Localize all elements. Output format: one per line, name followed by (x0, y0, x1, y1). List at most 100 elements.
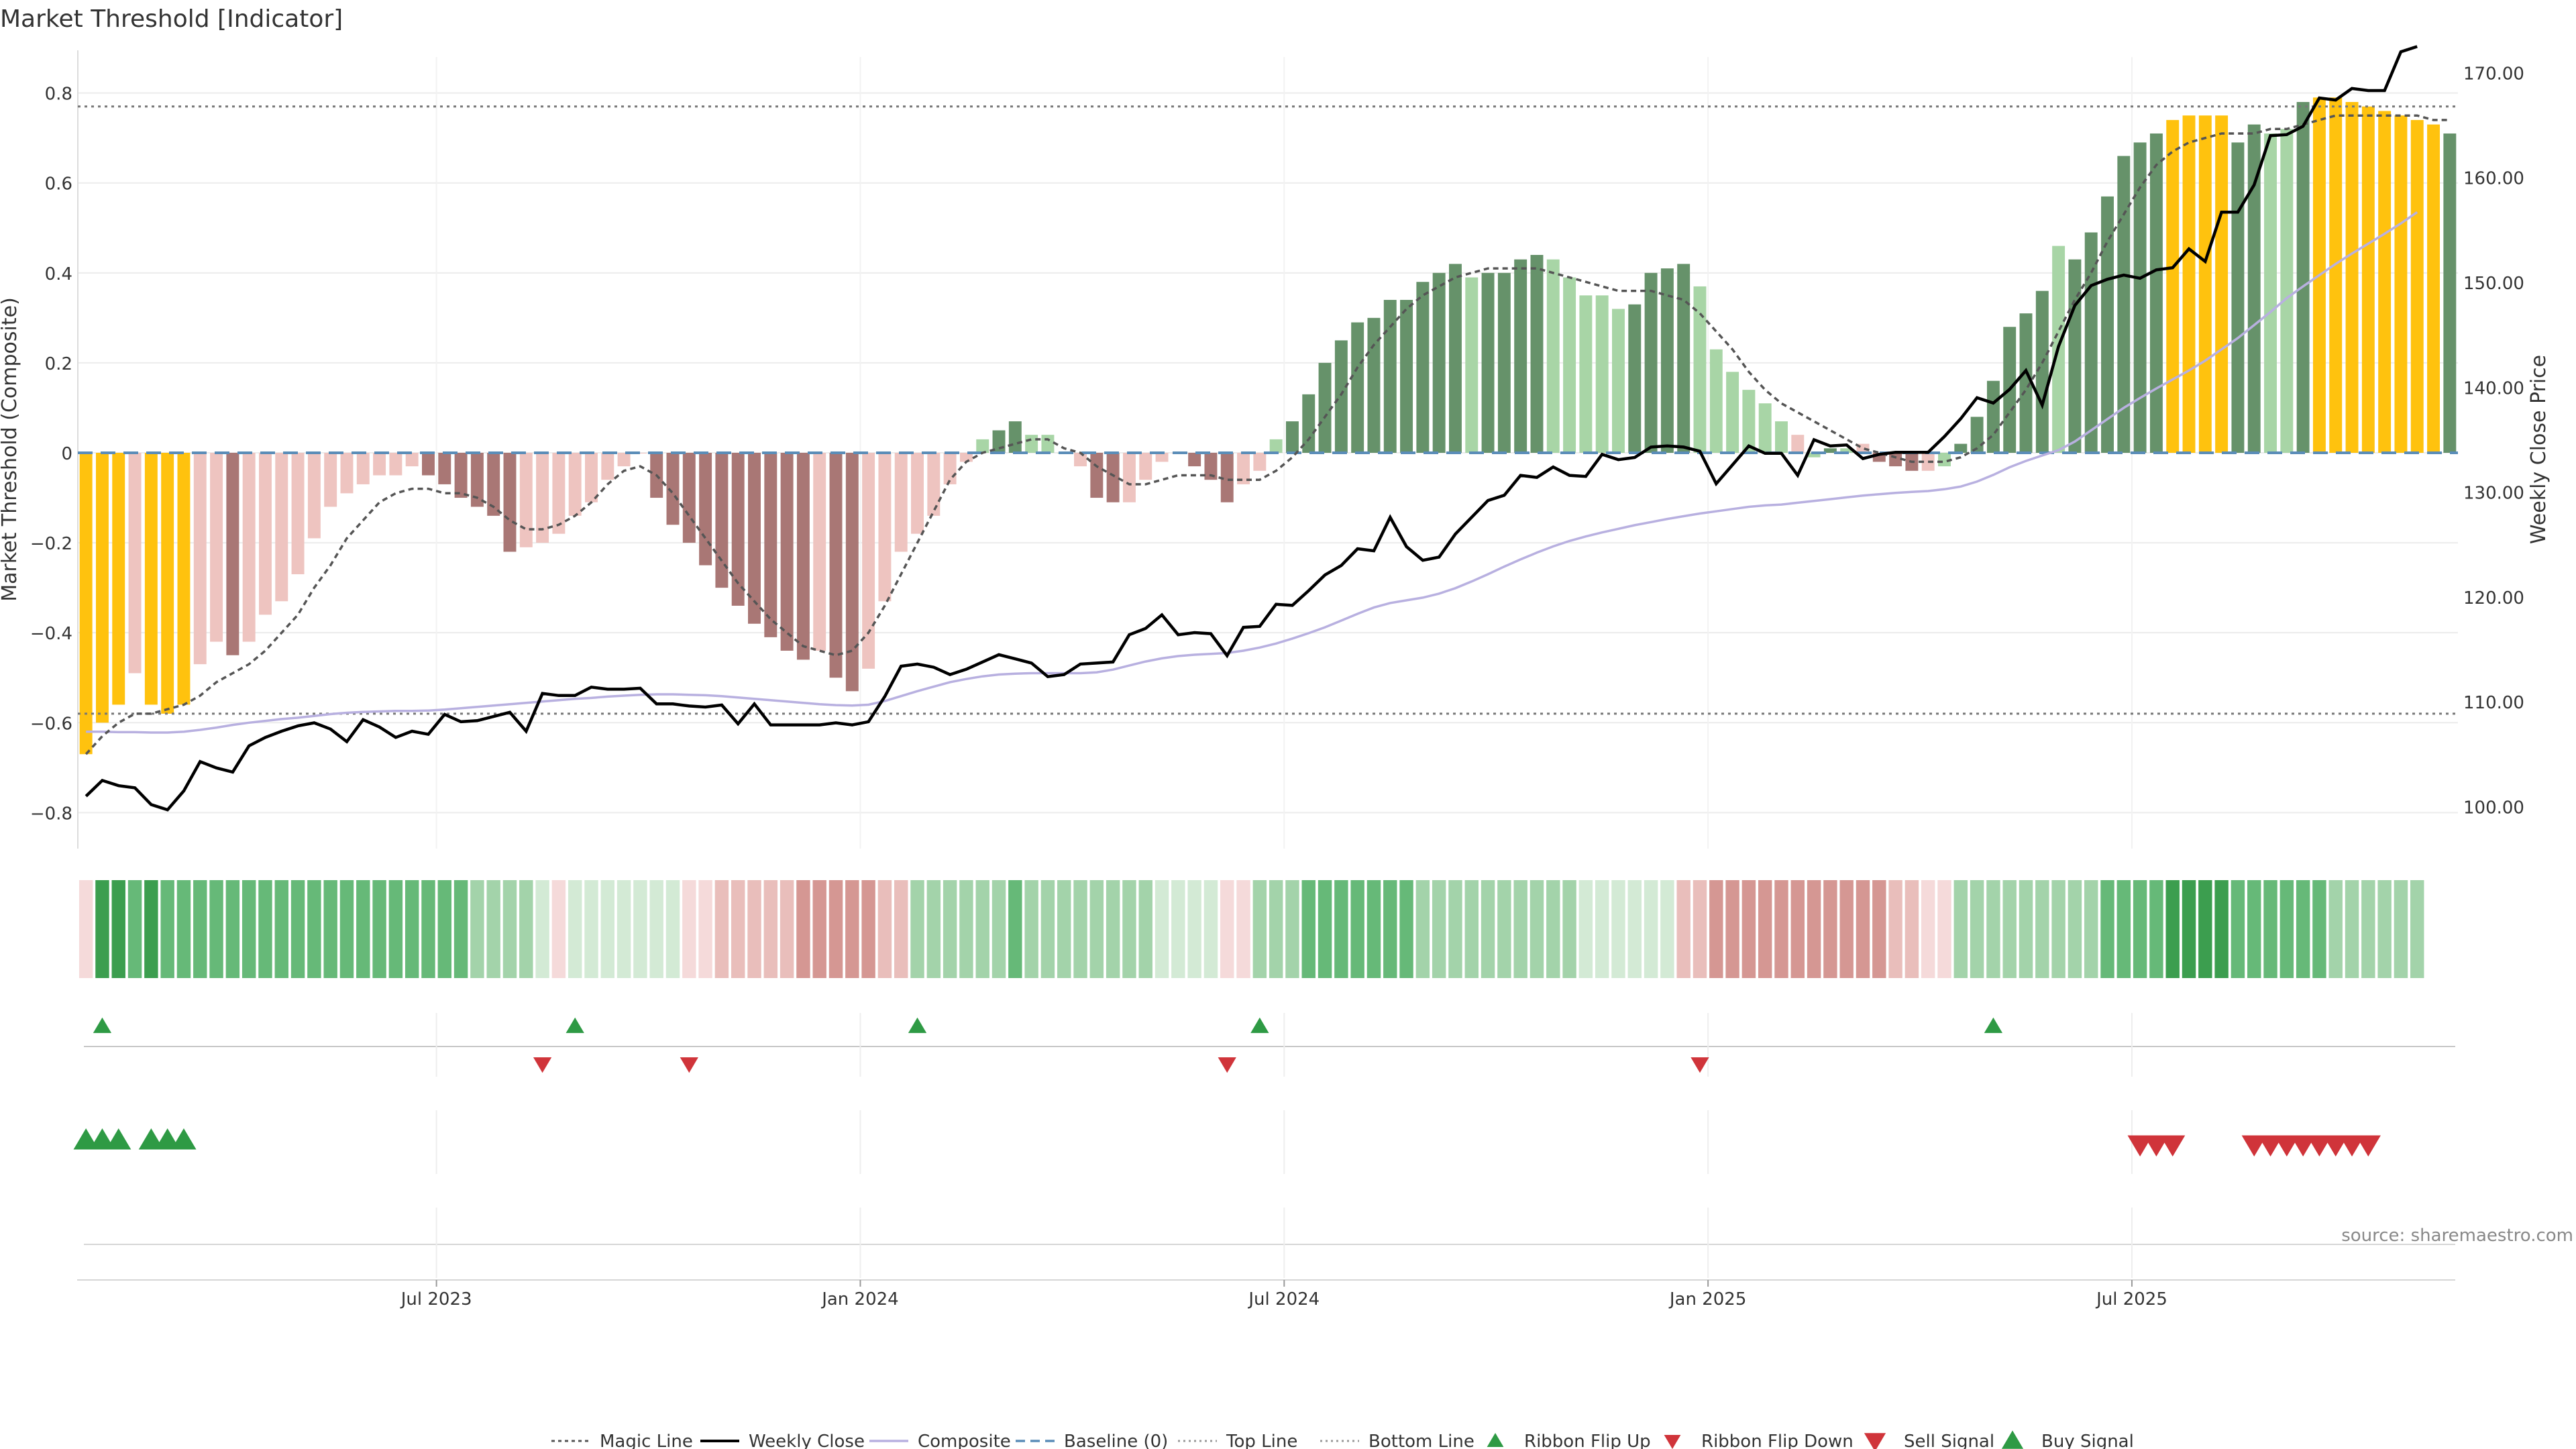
ribbon-cell-32 (600, 880, 615, 978)
ribbon-cell-15 (323, 880, 337, 978)
ribbon-cell-61 (1073, 880, 1087, 978)
y2-tick-label-2: 120.00 (2463, 588, 2524, 608)
ribbon-cell-95 (1627, 880, 1642, 978)
composite-bar-0 (79, 453, 93, 755)
weekly-close-line (85, 45, 2418, 812)
composite-bar-5 (161, 453, 174, 714)
ribbon-cell-99 (1693, 880, 1707, 978)
composite-bar-95 (1628, 304, 1642, 453)
ribbon-cell-140 (2361, 880, 2375, 978)
ribbon-cell-126 (2133, 880, 2147, 978)
composite-bar-72 (1253, 453, 1267, 471)
composite-bar-63 (1106, 453, 1120, 502)
ribbon-cell-36 (665, 880, 680, 978)
composite-bar-111 (1889, 453, 1902, 467)
ribbon-cell-134 (2263, 880, 2277, 978)
y-tick-label-3: −0.2 (30, 534, 72, 554)
composite-bar-13 (291, 453, 305, 575)
composite-bar-81 (1400, 300, 1413, 453)
sell-signal-marker-1 (2143, 1135, 2169, 1157)
composite-bar-107 (1823, 448, 1837, 453)
ribbon-cell-5 (160, 880, 174, 978)
ribbon-cell-94 (1611, 880, 1625, 978)
ribbon-flip-up-marker-1 (566, 1017, 584, 1033)
ribbon-cell-110 (1872, 880, 1886, 978)
ribbon-cell-118 (2002, 880, 2017, 978)
ribbon-cell-139 (2345, 880, 2359, 978)
y2-axis-label: Weekly Close Price (2527, 355, 2551, 544)
ribbon-cell-76 (1318, 880, 1332, 978)
composite-bar-128 (2166, 119, 2180, 453)
composite-bar-78 (1351, 322, 1364, 453)
ribbon-flip-grid (435, 1013, 2133, 1077)
composite-bar-16 (340, 453, 354, 494)
composite-bar-52 (927, 453, 941, 516)
ribbon-cell-89 (1529, 880, 1544, 978)
ribbon-flip-down-marker-3 (1690, 1057, 1709, 1073)
ribbon-cell-98 (1676, 880, 1690, 978)
composite-bar-53 (943, 453, 957, 484)
ribbon-cell-115 (1953, 880, 1968, 978)
sell-signal-marker-9 (2339, 1135, 2365, 1157)
ribbon-flip-up-marker-2 (908, 1017, 927, 1033)
composite-bar-142 (2394, 115, 2408, 453)
ribbon-flip-down-marker-0 (533, 1057, 552, 1073)
ribbon-cell-128 (2165, 880, 2180, 978)
ribbon-flip-panel (84, 1013, 2455, 1077)
composite-bar-28 (536, 453, 549, 543)
ribbon-cell-88 (1513, 880, 1527, 978)
ribbon-cell-101 (1725, 880, 1739, 978)
legend-label-8: Sell Signal (1904, 1432, 1994, 1449)
composite-bar-20 (405, 453, 419, 467)
y-tick-label-2: −0.4 (30, 624, 72, 644)
composite-bar-32 (601, 453, 614, 480)
y-tick-label-7: 0.6 (45, 174, 72, 195)
composite-bar-116 (1970, 417, 1984, 453)
ribbon-cell-42 (763, 880, 778, 978)
composite-bar-45 (813, 453, 826, 651)
ribbon-flip-up-marker-4 (1984, 1017, 2003, 1033)
ribbon-cell-14 (307, 880, 321, 978)
y-tick-label-8: 0.8 (45, 85, 72, 105)
composite-bar-66 (1155, 453, 1169, 462)
ribbon-cell-41 (747, 880, 761, 978)
signal-panel (73, 1110, 2381, 1174)
ribbon-cell-19 (388, 880, 403, 978)
ribbon-cell-86 (1481, 880, 1495, 978)
composite-bar-47 (845, 453, 859, 692)
ribbon-cell-10 (241, 880, 256, 978)
ribbon-cell-68 (1187, 880, 1201, 978)
ribbon-cell-84 (1448, 880, 1462, 978)
ribbon-cell-141 (2377, 880, 2392, 978)
composite-bar-103 (1758, 403, 1772, 453)
y-tick-label-6: 0.4 (45, 264, 72, 284)
ribbon-cell-131 (2214, 880, 2229, 978)
y-tick-label-5: 0.2 (45, 354, 72, 374)
ribbon-cell-138 (2328, 880, 2343, 978)
composite-bar-123 (2084, 232, 2098, 453)
legend: Magic Line Weekly Close Composite Baseline … (551, 1430, 2134, 1449)
composite-bar-130 (2198, 115, 2212, 453)
ribbon-cell-21 (421, 880, 435, 978)
legend-label-4: Top Line (1226, 1432, 1297, 1449)
ribbon-cell-1 (95, 880, 109, 978)
composite-bar-119 (2019, 313, 2033, 453)
composite-bar-11 (258, 453, 272, 615)
composite-bar-83 (1432, 272, 1446, 453)
ribbon-cell-13 (290, 880, 305, 978)
ribbon-cell-79 (1366, 880, 1381, 978)
ribbon-cell-29 (551, 880, 566, 978)
composite-bar-21 (422, 453, 435, 476)
y2-tick-label-4: 140.00 (2463, 378, 2524, 398)
composite-bar-14 (307, 453, 321, 539)
ribbon-cell-55 (975, 880, 989, 978)
x-tick-label-3: Jan 2025 (1668, 1289, 1747, 1309)
composite-bar-105 (1791, 435, 1805, 453)
y2-tick-label-0: 100.00 (2463, 798, 2524, 818)
ribbon-cell-0 (78, 880, 93, 978)
composite-bar-144 (2427, 124, 2440, 453)
ribbon-cell-54 (959, 880, 973, 978)
composite-bar-131 (2215, 115, 2229, 453)
sell-signal-marker-4 (2257, 1135, 2284, 1157)
